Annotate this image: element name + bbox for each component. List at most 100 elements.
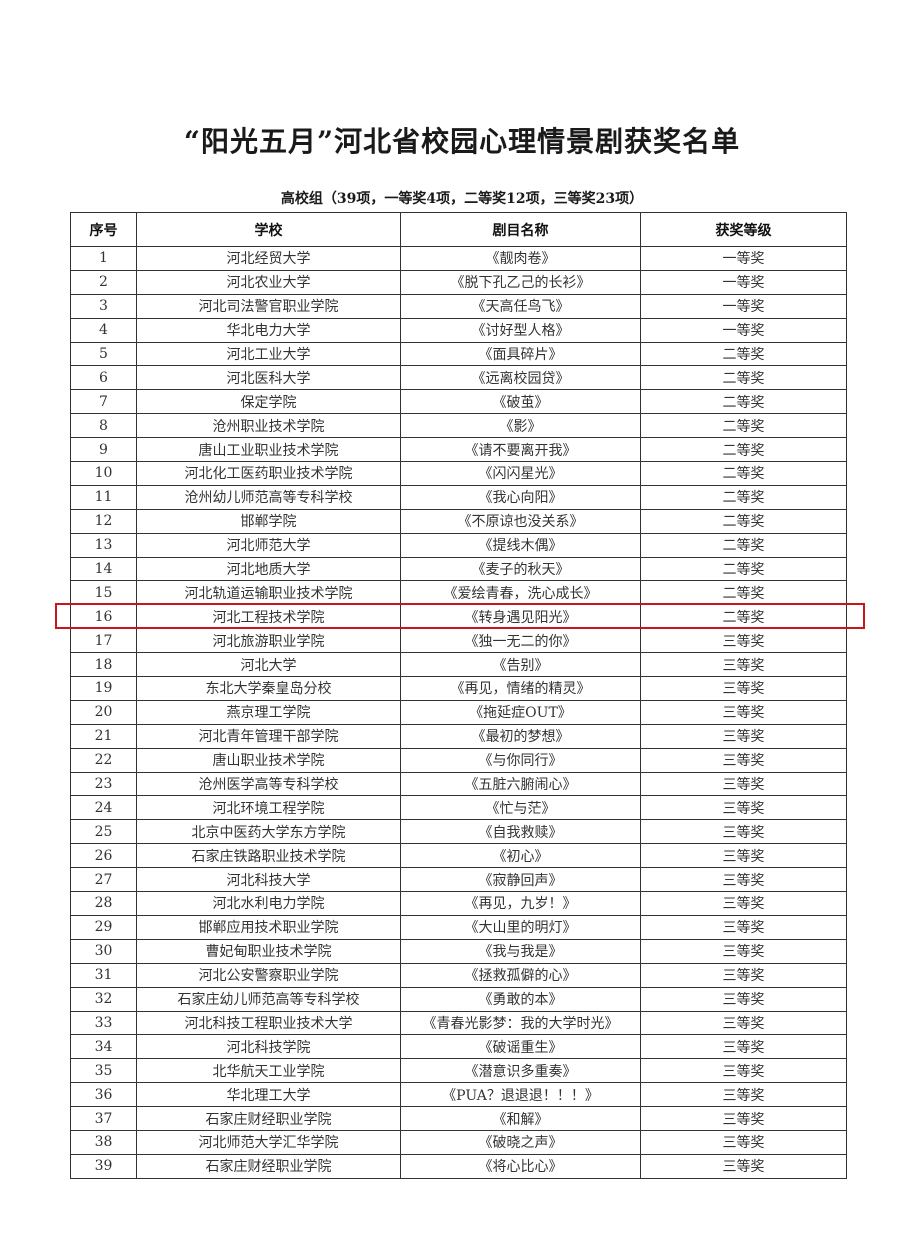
cell-index: 19 [70, 676, 137, 701]
cell-award-level: 二等奖 [640, 508, 847, 534]
cell-award-level: 三等奖 [640, 1034, 847, 1060]
cell-award-level: 一等奖 [640, 317, 847, 343]
cell-school: 燕京理工学院 [136, 699, 401, 725]
cell-award-level: 二等奖 [640, 413, 847, 439]
table-row: 25 北京中医药大学东方学院 《自我救赎》 三等奖 [70, 819, 847, 845]
cell-school: 河北工业大学 [136, 341, 401, 367]
cell-play-title: 《请不要离开我》 [400, 437, 641, 463]
cell-award-level: 三等奖 [640, 747, 847, 773]
cell-index: 17 [70, 628, 137, 654]
cell-index: 37 [70, 1106, 137, 1131]
cell-award-level: 三等奖 [640, 843, 847, 869]
cell-award-level: 三等奖 [640, 652, 847, 678]
cell-school: 河北师范大学汇华学院 [136, 1129, 401, 1155]
cell-school: 河北大学 [136, 652, 401, 678]
cell-school: 河北青年管理干部学院 [136, 723, 401, 749]
cell-award-level: 一等奖 [640, 293, 847, 319]
header-school: 学校 [136, 212, 401, 247]
cell-award-level: 一等奖 [640, 269, 847, 295]
cell-award-level: 三等奖 [640, 938, 847, 964]
cell-play-title: 《勇敢的本》 [400, 986, 641, 1012]
cell-play-title: 《拯救孤僻的心》 [400, 962, 641, 988]
cell-index: 36 [70, 1082, 137, 1108]
cell-index: 14 [70, 556, 137, 582]
cell-index: 18 [70, 652, 137, 678]
cell-index: 39 [70, 1153, 137, 1179]
cell-school: 华北理工大学 [136, 1082, 401, 1108]
cell-school: 沧州幼儿师范高等专科学校 [136, 484, 401, 510]
cell-play-title: 《青春光影梦：我的大学时光》 [400, 1010, 641, 1036]
cell-award-level: 一等奖 [640, 246, 847, 271]
table-row: 15 河北轨道运输职业技术学院 《爱绘青春，洗心成长》 二等奖 [70, 580, 847, 606]
cell-play-title: 《大山里的明灯》 [400, 914, 641, 940]
cell-play-title: 《拖延症OUT》 [400, 699, 641, 725]
cell-award-level: 三等奖 [640, 795, 847, 821]
table-row: 4 华北电力大学 《讨好型人格》 一等奖 [70, 317, 847, 343]
cell-index: 33 [70, 1010, 137, 1036]
cell-index: 10 [70, 461, 137, 486]
table-row: 24 河北环境工程学院 《忙与茫》 三等奖 [70, 795, 847, 821]
cell-award-level: 三等奖 [640, 723, 847, 749]
group-subtitle: 高校组（39项，一等奖4项，二等奖12项，三等奖23项） [280, 191, 644, 207]
table-row: 18 河北大学 《告别》 三等奖 [70, 652, 847, 678]
cell-play-title: 《五脏六腑闹心》 [400, 771, 641, 797]
cell-school: 河北地质大学 [136, 556, 401, 582]
table-row: 31 河北公安警察职业学院 《拯救孤僻的心》 三等奖 [70, 962, 847, 988]
cell-play-title: 《将心比心》 [400, 1153, 641, 1179]
cell-award-level: 二等奖 [640, 365, 847, 391]
table-row: 38 河北师范大学汇华学院 《破晓之声》 三等奖 [70, 1129, 847, 1155]
cell-play-title: 《破茧》 [400, 389, 641, 415]
cell-index: 30 [70, 938, 137, 964]
table-row: 21 河北青年管理干部学院 《最初的梦想》 三等奖 [70, 723, 847, 749]
cell-play-title: 《独一无二的你》 [400, 628, 641, 654]
cell-school: 北京中医药大学东方学院 [136, 819, 401, 845]
cell-award-level: 三等奖 [640, 986, 847, 1012]
header-play-title: 剧目名称 [400, 212, 641, 247]
cell-award-level: 二等奖 [640, 389, 847, 415]
award-table: 序号 学校 剧目名称 获奖等级 1 河北经贸大学 《靓肉卷》 一等奖 2 河北农业大学 《脱… [70, 212, 847, 1179]
table-row: 32 石家庄幼儿师范高等专科学校 《勇敢的本》 三等奖 [70, 986, 847, 1012]
cell-school: 北华航天工业学院 [136, 1058, 401, 1084]
table-row: 35 北华航天工业学院 《潜意识多重奏》 三等奖 [70, 1058, 847, 1084]
table-row: 16 河北工程技术学院 《转身遇见阳光》 二等奖 [70, 604, 847, 630]
cell-award-level: 二等奖 [640, 532, 847, 558]
cell-index: 3 [70, 293, 137, 319]
cell-index: 12 [70, 508, 137, 534]
cell-index: 21 [70, 723, 137, 749]
cell-play-title: 《闪闪星光》 [400, 461, 641, 486]
cell-play-title: 《不原谅也没关系》 [400, 508, 641, 534]
cell-award-level: 三等奖 [640, 1129, 847, 1155]
table-row: 20 燕京理工学院 《拖延症OUT》 三等奖 [70, 699, 847, 725]
table-row: 27 河北科技大学 《寂静回声》 三等奖 [70, 867, 847, 893]
table-row: 10 河北化工医药职业技术学院 《闪闪星光》 二等奖 [70, 461, 847, 486]
cell-school: 河北环境工程学院 [136, 795, 401, 821]
cell-index: 8 [70, 413, 137, 439]
cell-play-title: 《破谣重生》 [400, 1034, 641, 1060]
table-row: 1 河北经贸大学 《靓肉卷》 一等奖 [70, 246, 847, 271]
cell-school: 东北大学秦皇岛分校 [136, 676, 401, 701]
cell-index: 1 [70, 246, 137, 271]
cell-award-level: 二等奖 [640, 461, 847, 486]
table-row: 39 石家庄财经职业学院 《将心比心》 三等奖 [70, 1153, 847, 1179]
cell-play-title: 《告别》 [400, 652, 641, 678]
table-row: 29 邯郸应用技术职业学院 《大山里的明灯》 三等奖 [70, 914, 847, 940]
table-row: 17 河北旅游职业学院 《独一无二的你》 三等奖 [70, 628, 847, 654]
table-row: 26 石家庄铁路职业技术学院 《初心》 三等奖 [70, 843, 847, 869]
cell-award-level: 三等奖 [640, 1153, 847, 1179]
cell-play-title: 《和解》 [400, 1106, 641, 1131]
header-index: 序号 [70, 212, 137, 247]
cell-award-level: 三等奖 [640, 676, 847, 701]
cell-play-title: 《提线木偶》 [400, 532, 641, 558]
cell-award-level: 三等奖 [640, 914, 847, 940]
table-row: 12 邯郸学院 《不原谅也没关系》 二等奖 [70, 508, 847, 534]
cell-award-level: 三等奖 [640, 819, 847, 845]
cell-play-title: 《麦子的秋天》 [400, 556, 641, 582]
cell-school: 河北旅游职业学院 [136, 628, 401, 654]
cell-play-title: 《自我救赎》 [400, 819, 641, 845]
cell-index: 32 [70, 986, 137, 1012]
cell-school: 河北化工医药职业技术学院 [136, 461, 401, 486]
cell-school: 河北公安警察职业学院 [136, 962, 401, 988]
cell-award-level: 三等奖 [640, 699, 847, 725]
cell-play-title: 《讨好型人格》 [400, 317, 641, 343]
table-row: 13 河北师范大学 《提线木偶》 二等奖 [70, 532, 847, 558]
